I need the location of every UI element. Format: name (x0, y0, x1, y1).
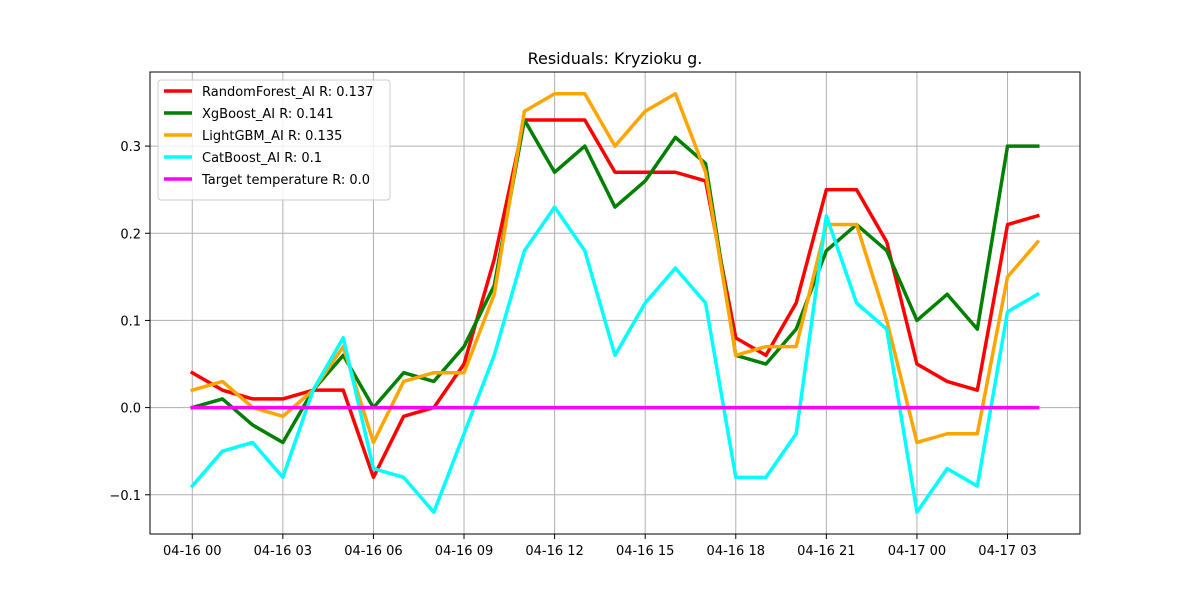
legend-label: LightGBM_AI R: 0.135 (202, 129, 342, 144)
y-tick-label: 0.2 (120, 227, 141, 242)
legend-label: Target temperature R: 0.0 (201, 173, 370, 188)
chart-title: Residuals: Kryzioku g. (528, 49, 703, 68)
y-tick-label: 0.1 (120, 314, 141, 329)
y-tick-label: 0.0 (120, 402, 141, 417)
x-tick-label: 04-16 15 (616, 544, 674, 559)
x-tick-label: 04-17 00 (888, 544, 946, 559)
legend-label: RandomForest_AI R: 0.137 (202, 85, 373, 100)
series-lines (189, 92, 1041, 514)
x-tick-label: 04-16 03 (254, 544, 312, 559)
series-line-0 (189, 118, 1040, 480)
x-tick-label: 04-17 03 (978, 544, 1036, 559)
y-tick-label: −0.1 (109, 489, 141, 504)
x-tick-label: 04-16 21 (797, 544, 855, 559)
x-tick-label: 04-16 09 (435, 544, 493, 559)
x-axis: 04-16 00 04-16 03 04-16 06 04-16 09 04-16 12… (163, 534, 1037, 559)
legend-box (157, 79, 391, 201)
y-axis: −0.1 0.0 0.1 0.2 0.3 (109, 140, 150, 504)
x-tick-label: 04-16 06 (344, 544, 402, 559)
legend-label: CatBoost_AI R: 0.1 (202, 151, 322, 166)
series-line-1 (190, 118, 1040, 445)
x-tick-label: 04-16 00 (163, 544, 221, 559)
x-tick-label: 04-16 18 (707, 544, 765, 559)
series-line-2 (190, 92, 1041, 445)
legend-label: XgBoost_AI R: 0.141 (202, 107, 334, 122)
x-tick-label: 04-16 12 (525, 544, 583, 559)
plot-frame (149, 71, 1081, 535)
series-line-3 (189, 205, 1041, 514)
y-tick-label: 0.3 (120, 140, 141, 155)
legend: RandomForest_AI R: 0.137 XgBoost_AI R: 0.… (157, 79, 391, 201)
